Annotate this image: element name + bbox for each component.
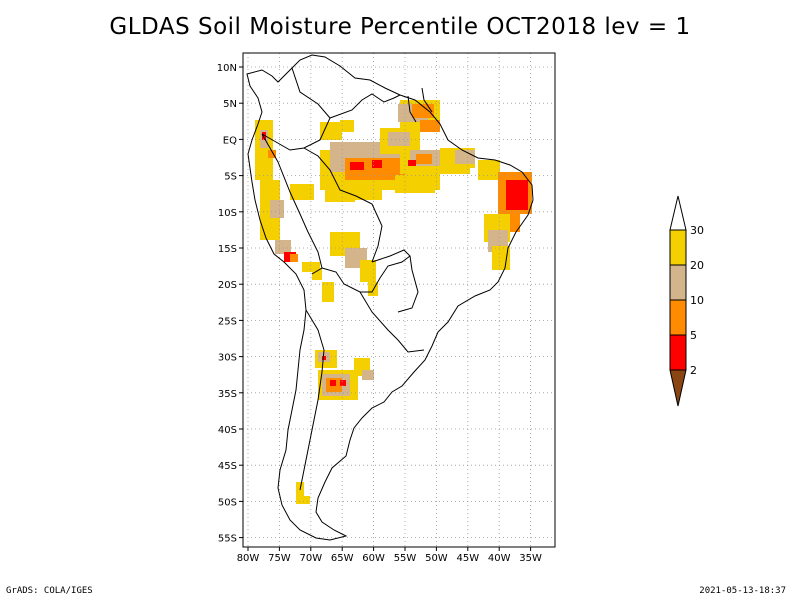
map-title: GLDAS Soil Moisture Percentile OCT2018 l… <box>109 14 691 40</box>
country-border <box>329 93 401 119</box>
moisture-cell <box>416 154 432 164</box>
moisture-cell <box>420 120 440 132</box>
coastline-boundaries <box>246 54 534 541</box>
country-border <box>371 249 419 313</box>
color-legend: 30 20 10 5 2 <box>669 195 704 407</box>
moisture-cell <box>340 380 346 386</box>
moisture-cell <box>352 190 382 200</box>
moisture-cell <box>395 175 435 193</box>
legend-label: 5 <box>690 329 697 342</box>
latitude-label: 10S <box>218 208 237 219</box>
moisture-cell <box>268 150 276 158</box>
legend-swatch <box>669 195 687 231</box>
moisture-cell <box>290 254 298 262</box>
footer-timestamp: 2021-05-13-18:37 <box>699 586 786 596</box>
legend-label: 10 <box>690 294 704 307</box>
latitude-label: 30S <box>218 353 237 364</box>
moisture-cell <box>514 188 528 206</box>
legend-swatch <box>669 299 687 336</box>
longitude-label: 65W <box>331 553 354 564</box>
moisture-cell <box>322 282 334 302</box>
latitude-label: 5S <box>224 172 237 183</box>
latitude-label: 15S <box>218 244 237 255</box>
latitude-label: 45S <box>218 461 237 472</box>
latitude-label: 40S <box>218 425 237 436</box>
moisture-cell <box>325 190 355 202</box>
footer-credit: GrADS: COLA/IGES <box>6 586 93 596</box>
longitude-label: 70W <box>299 553 322 564</box>
longitude-label: 50W <box>425 553 448 564</box>
moisture-cell <box>408 160 416 166</box>
latitude-label: 50S <box>218 497 237 508</box>
moisture-cell <box>330 380 336 386</box>
moisture-cell <box>262 132 266 140</box>
longitude-label: 80W <box>237 553 260 564</box>
country-border <box>421 87 433 113</box>
longitude-label: 60W <box>362 553 385 564</box>
moisture-cell <box>304 496 310 504</box>
moisture-cell <box>255 120 273 180</box>
moisture-cell <box>302 262 320 272</box>
latitude-label: 5N <box>223 99 237 110</box>
longitude-label: 75W <box>268 553 291 564</box>
moisture-cell <box>320 122 342 140</box>
moisture-cell <box>478 160 500 180</box>
moisture-cell <box>275 240 291 254</box>
legend-swatch <box>669 229 687 266</box>
moisture-cell <box>312 268 322 280</box>
moisture-cell <box>270 200 284 218</box>
latitude-label: 25S <box>218 316 237 327</box>
longitude-label: 40W <box>488 553 511 564</box>
moisture-cell <box>350 162 364 170</box>
latitude-label: EQ <box>223 135 237 146</box>
legend-label: 2 <box>690 364 697 377</box>
longitude-label: 45W <box>456 553 479 564</box>
moisture-cell <box>340 120 354 132</box>
country-border <box>407 95 417 123</box>
longitude-label: 55W <box>394 553 417 564</box>
country-border <box>261 67 331 151</box>
moisture-cell <box>296 482 304 504</box>
moisture-cell <box>455 150 475 164</box>
latitude-label: 20S <box>218 280 237 291</box>
soil-moisture-cells <box>255 100 532 504</box>
country-border <box>359 291 425 353</box>
continent-outline <box>246 54 534 541</box>
moisture-cell <box>322 356 326 360</box>
moisture-cell <box>372 160 382 168</box>
moisture-cell <box>290 184 314 200</box>
longitude-label: 35W <box>519 553 542 564</box>
legend-swatch <box>669 369 687 407</box>
legend-swatch <box>669 334 687 371</box>
country-border <box>299 309 325 491</box>
country-border <box>303 147 383 263</box>
latitude-label: 35S <box>218 389 237 400</box>
map-border <box>242 52 556 548</box>
legend-label: 20 <box>690 259 704 272</box>
moisture-cell <box>368 282 378 296</box>
map-frame: 10N 5N EQ 5S 10S 15S 20S 25S 30S 35S 40S 45S 50S 55S8… <box>217 52 556 564</box>
moisture-cell <box>360 260 376 282</box>
country-border <box>321 255 411 293</box>
country-border <box>261 133 323 275</box>
graticule <box>243 53 555 547</box>
latitude-label: 55S <box>218 534 237 545</box>
moisture-cell <box>362 370 374 380</box>
legend-label: 30 <box>690 224 704 237</box>
latitude-label: 10N <box>217 63 237 74</box>
legend-swatch <box>669 264 687 301</box>
